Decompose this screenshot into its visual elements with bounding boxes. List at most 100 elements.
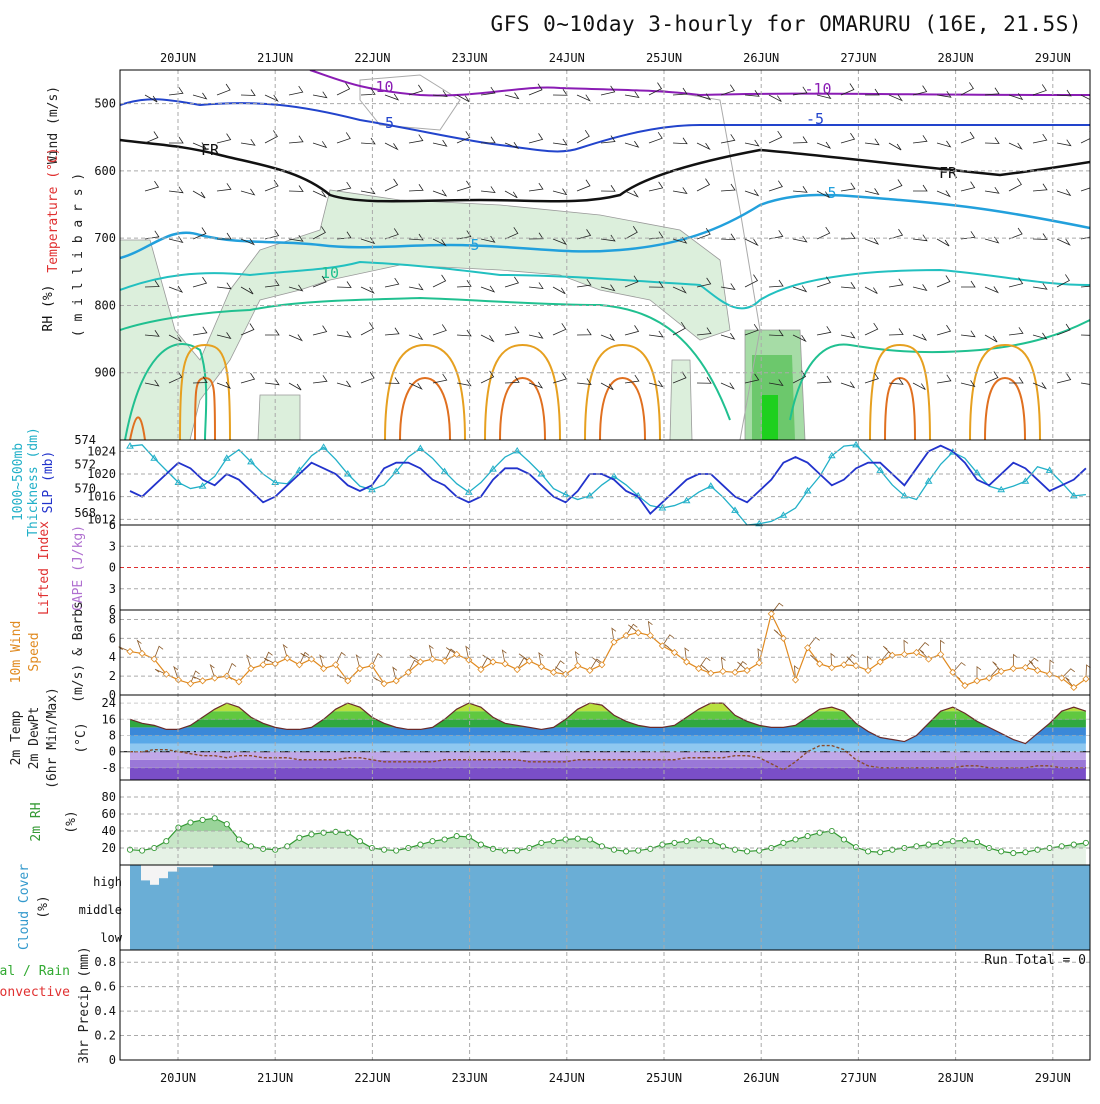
wind-barb	[648, 380, 664, 388]
wind-speed-point	[404, 668, 412, 676]
wind-barb-10m	[136, 639, 143, 654]
wind-barb	[264, 179, 279, 192]
wind-barb	[768, 130, 783, 144]
wind-barb	[456, 230, 472, 240]
wind-barb	[336, 132, 351, 144]
wind-barb	[528, 133, 544, 144]
wind-barb	[264, 378, 280, 386]
wind-barb	[360, 371, 375, 384]
wind-barb-10m	[371, 652, 383, 666]
thickness-label-b: Thickness (dm)	[26, 427, 41, 537]
wind-speed-point	[549, 668, 558, 676]
wind-barb	[720, 382, 735, 390]
wind-speed-point	[489, 658, 497, 666]
wind-barb	[552, 238, 568, 246]
thickness-point	[295, 466, 304, 473]
wind-barb	[528, 83, 543, 96]
wind-barb-10m	[516, 657, 529, 670]
rh-point	[840, 836, 847, 843]
wind-barb	[720, 84, 735, 96]
wind-barb	[192, 142, 207, 150]
isotherm-15	[869, 343, 931, 440]
wind-barb	[672, 187, 688, 194]
wind-speed-point	[259, 661, 267, 669]
wind-barb	[1056, 89, 1072, 97]
wind-speed-point	[961, 681, 969, 690]
wind-barb-10m	[501, 649, 507, 664]
wind-barb	[1032, 282, 1048, 290]
wind-barb	[432, 238, 447, 247]
wind-barb	[408, 333, 424, 341]
wind-barb	[792, 334, 807, 343]
rh-point	[465, 833, 472, 841]
wind-barb	[936, 374, 952, 384]
wind-barb-10m	[444, 648, 456, 662]
wind-barb	[1080, 334, 1090, 336]
wind-barb-10m	[445, 647, 457, 655]
wind-barb-10m	[734, 661, 747, 673]
rh-point	[695, 836, 702, 843]
wind-barb-10m	[830, 652, 836, 668]
wind-speed-point	[295, 661, 303, 669]
wind-speed-point	[598, 661, 606, 669]
thickness-tick: 574	[74, 433, 96, 447]
wind-barb-10m	[209, 663, 216, 679]
panel-frame-wind	[119, 609, 1091, 696]
isotherm-10	[124, 343, 208, 440]
wind-speed-point	[465, 656, 473, 664]
rh-point	[538, 839, 545, 846]
precip-label-c: 3hr Precip (mm)	[77, 946, 92, 1063]
wind-barb	[456, 94, 470, 103]
wind-barb	[312, 226, 326, 240]
temp-band	[130, 727, 1086, 736]
wind-barb	[840, 132, 856, 144]
isotherm-label: -5	[376, 114, 394, 132]
wind-barb	[552, 89, 568, 96]
lifted-index-label: Lifted Index	[37, 521, 52, 615]
wind-barb	[720, 183, 736, 192]
precip-tick: 0.6	[94, 980, 116, 994]
rh-point	[235, 836, 242, 843]
rh-contour	[659, 89, 761, 440]
wind-barb	[720, 332, 736, 340]
wind-barb	[1008, 227, 1023, 240]
wind-speed-point	[610, 638, 618, 646]
wind-barb	[552, 286, 566, 295]
wind-barb	[600, 135, 616, 144]
wind-barb	[984, 334, 998, 343]
wind-barb	[384, 228, 399, 240]
rh-point	[973, 839, 981, 846]
wind-barb	[888, 142, 902, 151]
wind-barb	[792, 285, 808, 293]
wind-speed-point	[1033, 666, 1042, 675]
wind-speed-point	[199, 677, 207, 685]
rh-point	[792, 836, 799, 843]
pressure-label: ( m i l l i b a r s )	[71, 173, 86, 337]
rh-point	[877, 849, 884, 856]
wind-barb	[960, 231, 976, 240]
wind-barb-10m	[647, 620, 653, 636]
wind-barb-10m	[992, 661, 1002, 672]
date-label-bottom: 24JUN	[549, 1071, 585, 1085]
cloud-high-bar	[195, 865, 204, 868]
wind-barb	[456, 131, 471, 144]
wind-barb	[1032, 332, 1048, 340]
wind-speed-point	[150, 655, 158, 663]
wind-barb	[672, 286, 687, 294]
wind-barb	[408, 382, 423, 390]
wind-barb	[240, 286, 254, 295]
wind-speed-point	[912, 648, 921, 657]
wind-speed-point	[683, 658, 691, 666]
wind-barb-10m	[1085, 664, 1091, 679]
thickness-point	[561, 490, 570, 498]
thickness-point	[489, 465, 497, 472]
wind-barb	[216, 381, 232, 389]
temp2m-label-a: 2m Temp	[9, 710, 24, 765]
wind-barb	[312, 275, 327, 288]
wind-barb	[1032, 233, 1048, 240]
isotherm-label: 5	[470, 236, 479, 254]
wind-barb	[1032, 382, 1047, 390]
wind-speed-point	[126, 647, 134, 656]
wind-barb	[288, 234, 304, 242]
wind-barb	[840, 83, 855, 96]
